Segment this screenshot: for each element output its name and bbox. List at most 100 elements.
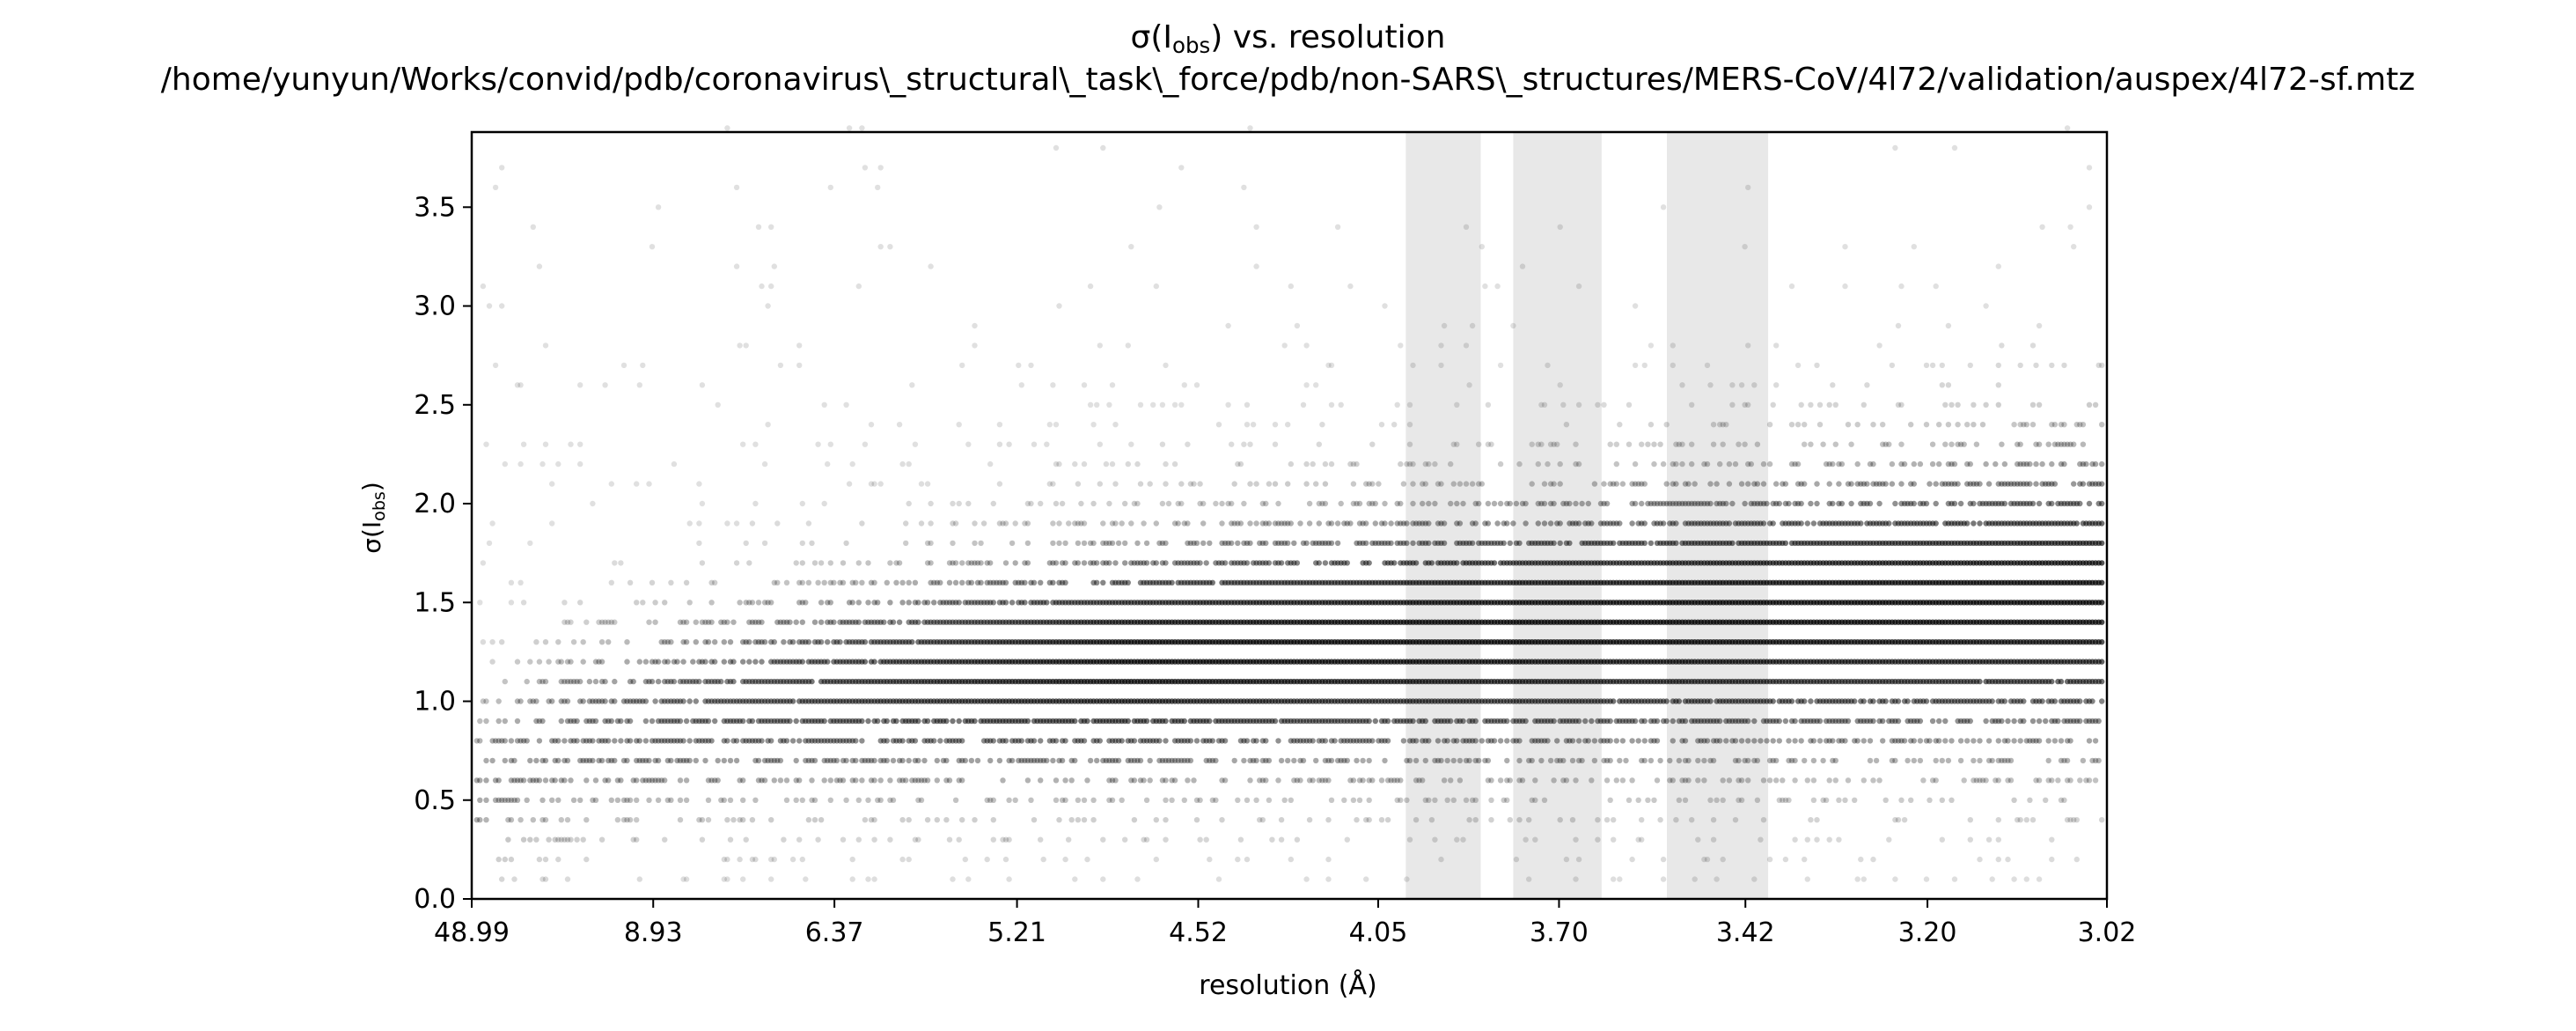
data-point [931, 619, 937, 625]
data-point [596, 698, 602, 704]
data-point [1044, 600, 1050, 606]
data-point [558, 698, 564, 704]
data-point [1670, 362, 1677, 369]
data-point [561, 757, 568, 764]
data-point [1760, 777, 1767, 784]
data-point [1773, 342, 1780, 349]
data-point [972, 540, 978, 547]
data-point [1165, 500, 1172, 507]
data-point [712, 639, 718, 645]
data-point [890, 797, 897, 803]
data-point [831, 738, 837, 744]
data-point [978, 579, 984, 585]
data-point [818, 639, 825, 645]
data-point [1810, 797, 1817, 803]
data-point [755, 777, 762, 784]
data-point [590, 797, 596, 803]
data-point [862, 757, 869, 764]
data-point [1303, 540, 1310, 547]
data-point [740, 678, 746, 685]
data-point [702, 738, 708, 744]
data-point [1545, 362, 1551, 369]
data-point [737, 856, 743, 863]
data-point [821, 738, 827, 744]
data-point [849, 619, 855, 625]
data-point [1788, 283, 1795, 290]
data-point [1235, 797, 1241, 803]
data-point [642, 757, 650, 764]
data-point [483, 757, 489, 764]
data-point [590, 698, 596, 704]
data-point [1432, 797, 1438, 803]
data-point [1816, 718, 1824, 725]
data-point [1786, 797, 1792, 803]
data-point [811, 757, 818, 764]
data-point [893, 579, 899, 585]
data-point [514, 777, 521, 784]
data-point [1087, 283, 1094, 290]
data-point [1219, 500, 1225, 507]
data-point [508, 817, 515, 823]
data-point [1338, 500, 1344, 507]
data-point [768, 283, 774, 290]
data-point [956, 757, 962, 764]
data-point [1432, 836, 1438, 843]
data-point [502, 757, 508, 764]
data-point [752, 639, 759, 645]
data-point [1046, 738, 1053, 744]
data-point [1215, 876, 1222, 882]
data-point [1016, 600, 1022, 606]
data-point [1081, 540, 1088, 547]
data-point [1551, 718, 1557, 725]
data-point [928, 540, 934, 547]
data-point [1745, 184, 1751, 191]
data-point [1804, 876, 1810, 882]
data-point [1171, 777, 1178, 784]
data-point [1476, 441, 1482, 447]
data-point [865, 757, 871, 764]
data-point [843, 619, 849, 625]
data-point [1604, 500, 1611, 507]
data-point [1404, 797, 1410, 803]
data-point [1754, 441, 1761, 447]
data-point [662, 738, 668, 744]
data-point [705, 718, 712, 725]
data-point [1626, 441, 1633, 447]
data-point [924, 540, 931, 547]
data-point [1191, 777, 1197, 784]
data-point [646, 777, 652, 784]
data-point [1072, 876, 1078, 882]
data-point [602, 738, 608, 744]
data-point [715, 777, 721, 784]
data-point [943, 757, 950, 764]
data-point [1595, 401, 1601, 408]
data-point [990, 579, 997, 585]
data-point [799, 540, 805, 547]
data-point [492, 184, 499, 191]
data-point [721, 718, 727, 725]
data-point [934, 619, 941, 625]
data-point [1729, 540, 1736, 547]
data-point [956, 777, 962, 784]
data-point [636, 757, 642, 764]
data-point [1229, 500, 1235, 507]
data-point [968, 600, 975, 606]
data-point [740, 797, 746, 803]
data-point [1613, 481, 1620, 487]
data-point [620, 698, 627, 704]
data-point [765, 600, 771, 606]
data-point [1448, 718, 1454, 725]
data-point [1002, 738, 1009, 744]
data-point [868, 817, 875, 823]
data-point [1200, 520, 1207, 527]
data-point [1235, 540, 1241, 547]
data-point [899, 600, 906, 606]
data-point [746, 560, 752, 566]
data-point [1147, 481, 1153, 487]
data-point [721, 856, 727, 863]
data-point [846, 639, 853, 645]
data-point [502, 797, 508, 803]
data-point [555, 757, 561, 764]
data-point [1325, 777, 1332, 784]
data-point [774, 520, 781, 527]
